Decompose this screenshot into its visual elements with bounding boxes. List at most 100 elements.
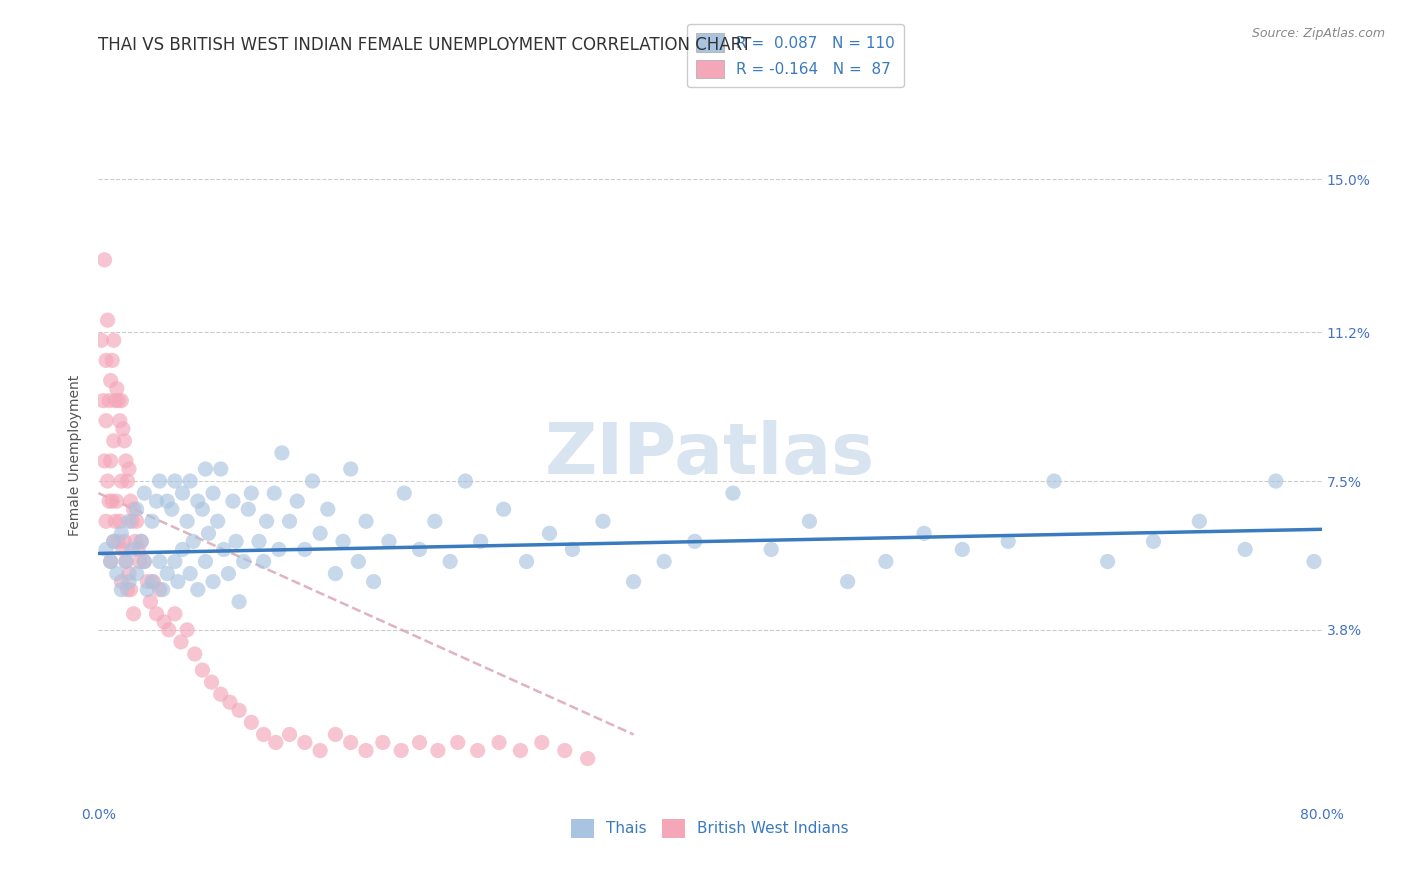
Point [592,514,614,528]
Point [118,574,141,589]
Point [316,502,339,516]
Point [209,687,232,701]
Point [179,566,201,581]
Point [117,582,139,597]
Point [107,534,129,549]
Point [240,486,263,500]
Point [121,542,143,557]
Point [149,474,172,488]
Point [129,534,152,549]
Point [309,526,332,541]
Point [470,534,492,549]
Point [101,494,124,508]
Point [170,635,193,649]
Point [128,554,150,568]
Point [97,313,120,327]
Point [222,494,245,508]
Point [721,486,744,500]
Point [112,534,135,549]
Point [156,566,179,581]
Point [156,494,179,508]
Point [194,554,217,568]
Point [117,474,139,488]
Point [228,595,250,609]
Point [217,566,239,581]
Point [136,582,159,597]
Point [408,735,430,749]
Text: THAI VS BRITISH WEST INDIAN FEMALE UNEMPLOYMENT CORRELATION CHART: THAI VS BRITISH WEST INDIAN FEMALE UNEMP… [98,36,752,54]
Point [122,607,145,621]
Point [256,514,278,528]
Point [264,735,287,749]
Point [111,542,134,557]
Point [389,743,412,757]
Point [759,542,782,557]
Point [332,534,354,549]
Point [187,494,209,508]
Point [278,514,301,528]
Point [105,566,128,581]
Point [103,534,125,549]
Point [191,502,214,516]
Point [278,727,301,741]
Point [118,514,141,528]
Point [554,743,576,757]
Point [172,542,194,557]
Point [94,414,117,428]
Point [652,554,675,568]
Point [294,735,316,749]
Point [160,502,183,516]
Point [97,474,120,488]
Point [1043,474,1066,488]
Point [105,494,128,508]
Point [118,462,141,476]
Point [115,554,138,568]
Point [339,735,361,749]
Point [950,542,973,557]
Point [110,474,132,488]
Point [267,542,290,557]
Point [149,554,172,568]
Point [799,514,821,528]
Point [392,486,416,500]
Point [354,743,377,757]
Point [93,454,115,468]
Point [354,514,377,528]
Point [134,554,156,568]
Point [100,554,122,568]
Point [371,735,394,749]
Point [837,574,859,589]
Point [120,582,142,597]
Y-axis label: Female Unemployment: Female Unemployment [69,375,83,535]
Point [129,534,152,549]
Point [141,514,163,528]
Point [228,703,250,717]
Point [176,623,198,637]
Point [104,393,127,408]
Point [623,574,645,589]
Point [408,542,430,557]
Point [90,334,112,348]
Point [488,735,510,749]
Point [202,486,225,500]
Point [197,526,219,541]
Point [530,735,553,749]
Point [683,534,706,549]
Point [115,554,138,568]
Legend: Thais, British West Indians: Thais, British West Indians [565,813,855,844]
Point [339,462,361,476]
Point [252,554,274,568]
Point [176,514,198,528]
Point [325,566,347,581]
Point [94,514,117,528]
Point [127,542,149,557]
Point [184,647,207,661]
Point [252,727,274,741]
Point [145,607,167,621]
Point [94,353,117,368]
Point [103,434,125,448]
Point [163,607,186,621]
Point [103,334,125,348]
Point [122,502,145,516]
Point [301,474,323,488]
